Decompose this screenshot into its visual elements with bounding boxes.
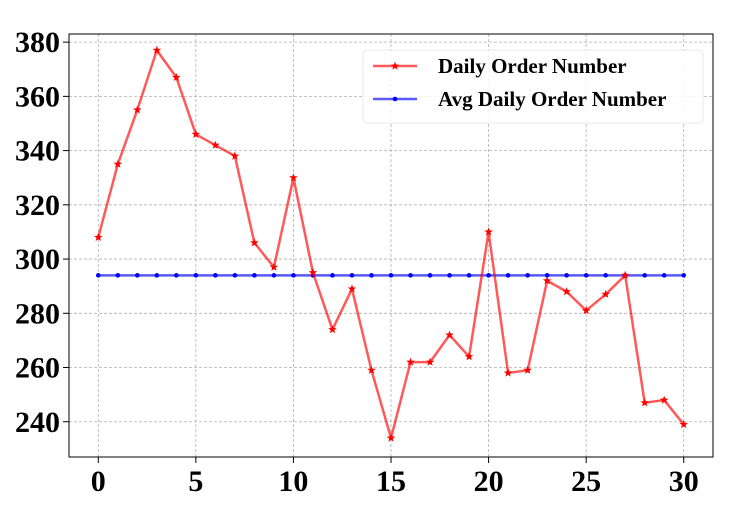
data-point	[211, 140, 220, 149]
x-tick-label: 30	[669, 465, 699, 498]
data-point	[95, 273, 101, 278]
data-point	[386, 433, 396, 442]
data-point	[642, 273, 647, 278]
data-point	[464, 352, 474, 361]
data-point	[659, 395, 669, 404]
legend-marker	[390, 61, 400, 70]
data-point	[581, 306, 591, 315]
data-point	[484, 227, 493, 236]
axis-tick-labels: 0 5 10 15 20 25 30 240 260 280 300 320 340 360 380	[15, 26, 699, 498]
data-point	[252, 273, 257, 278]
data-point	[601, 289, 610, 298]
data-point	[564, 273, 569, 278]
data-point	[544, 273, 550, 278]
data-point	[681, 273, 687, 278]
data-point	[133, 105, 142, 114]
data-point	[191, 129, 201, 138]
data-point	[94, 232, 103, 241]
data-point	[525, 273, 530, 278]
y-tick-label: 360	[15, 80, 60, 113]
y-tick-label: 340	[15, 135, 60, 168]
x-tick-label: 15	[376, 465, 406, 498]
data-point	[486, 273, 491, 278]
data-point	[679, 420, 688, 429]
data-point	[583, 273, 589, 278]
data-point	[542, 276, 552, 285]
data-point	[115, 273, 121, 278]
y-tick-label: 300	[15, 243, 60, 276]
data-point	[369, 273, 374, 278]
legend: Daily Order Number Avg Daily Order Number	[362, 49, 704, 124]
y-tick-label: 240	[15, 406, 60, 439]
data-point	[640, 398, 649, 407]
data-point	[135, 273, 140, 278]
data-point	[427, 273, 433, 278]
y-tick-label: 380	[15, 26, 60, 59]
data-point	[174, 273, 179, 278]
data-point	[425, 357, 435, 366]
data-point	[367, 365, 376, 374]
data-point	[230, 151, 240, 160]
y-tick-label: 260	[15, 352, 60, 385]
data-point	[620, 270, 630, 279]
y-tick-label: 280	[15, 297, 60, 330]
data-point	[113, 159, 123, 168]
legend-label: Daily Order Number	[438, 54, 627, 78]
data-point	[408, 273, 413, 278]
data-point	[289, 173, 298, 182]
data-point	[308, 268, 318, 277]
data-point	[172, 72, 181, 81]
x-tick-label: 25	[571, 465, 601, 498]
data-point	[466, 273, 472, 278]
data-point	[603, 273, 608, 278]
series-avg-daily-order-number	[95, 273, 687, 278]
data-point	[505, 273, 511, 278]
legend-box	[362, 49, 704, 124]
data-point	[328, 325, 337, 334]
y-tick-label: 320	[15, 189, 60, 222]
legend-marker	[392, 96, 398, 102]
legend-label: Avg Daily Order Number	[438, 87, 666, 111]
data-point	[269, 262, 279, 271]
data-point	[193, 273, 199, 278]
data-point	[330, 273, 335, 278]
data-point	[406, 357, 415, 366]
series-daily-order-number	[94, 45, 688, 442]
x-tick-label: 0	[91, 465, 106, 498]
data-point	[152, 45, 162, 54]
data-point	[250, 238, 259, 247]
x-tick-label: 10	[278, 465, 308, 498]
series-lines	[94, 45, 688, 442]
data-point	[271, 273, 277, 278]
x-tick-label: 20	[474, 465, 504, 498]
data-point	[349, 273, 355, 278]
data-point	[562, 287, 571, 296]
data-point	[347, 284, 357, 293]
data-point	[291, 273, 296, 278]
data-point	[447, 273, 452, 278]
data-point	[503, 368, 513, 377]
data-point	[661, 273, 667, 278]
x-tick-label: 5	[188, 465, 203, 498]
data-point	[154, 273, 160, 278]
data-point	[523, 365, 532, 374]
data-point	[232, 273, 238, 278]
data-point	[388, 273, 394, 278]
data-point	[213, 273, 218, 278]
data-point	[445, 330, 454, 339]
